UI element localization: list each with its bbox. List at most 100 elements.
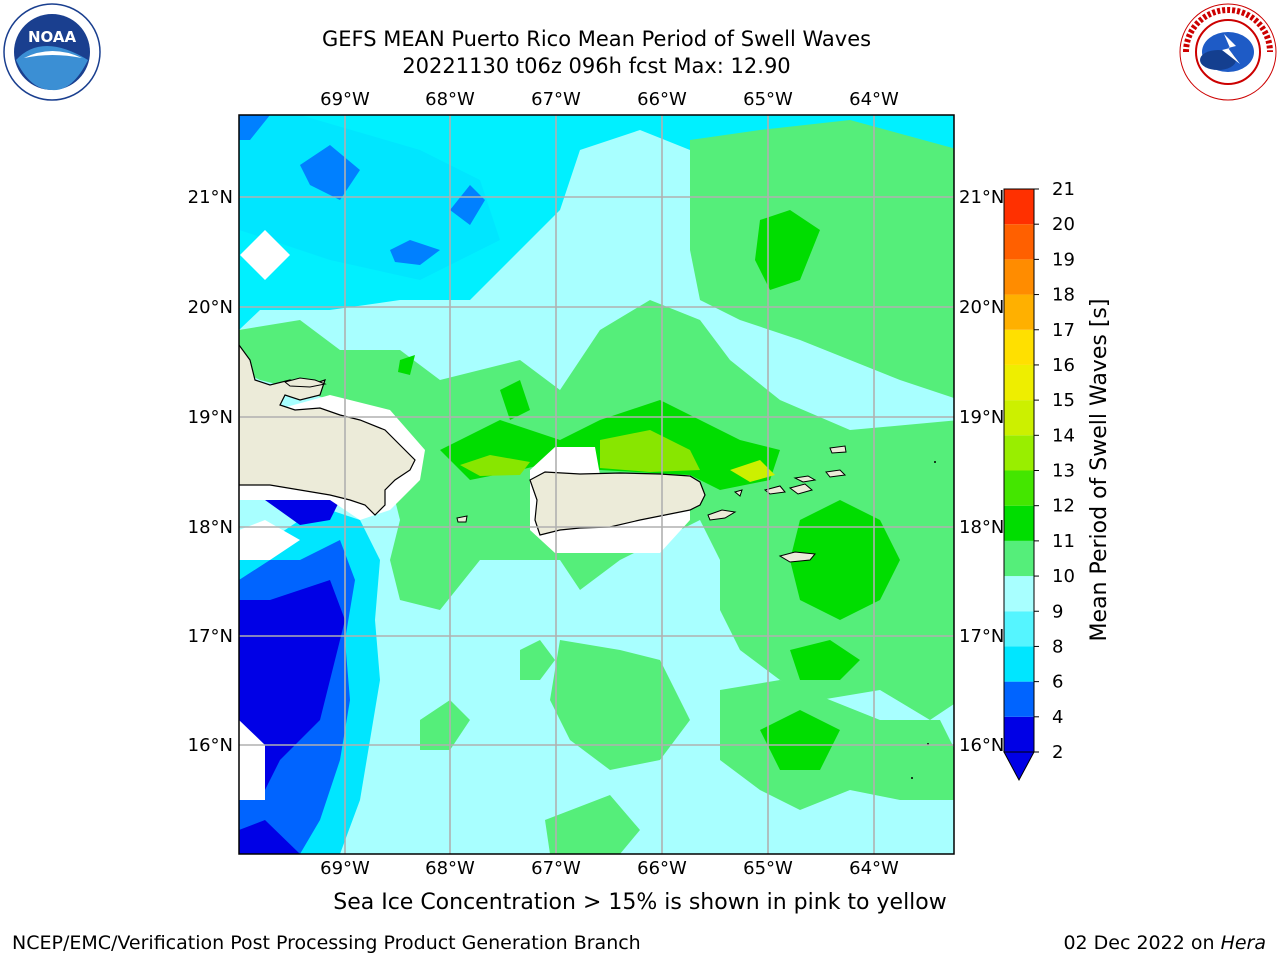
colorbar-segment	[1004, 400, 1034, 436]
culebra-island	[733, 489, 743, 497]
sea-ice-note: Sea Ice Concentration > 15% is shown in …	[333, 890, 947, 915]
lat-labels-right: 21°N 20°N 19°N 18°N 17°N 16°N	[959, 187, 1004, 756]
noaa-logo-text: NOAA	[28, 28, 77, 46]
colorbar-tick-label: 20	[1052, 214, 1075, 235]
field-green-patch-a	[520, 640, 555, 680]
map-frame	[238, 114, 955, 855]
colorbar-segment	[1004, 540, 1034, 577]
lat-label-right: 16°N	[959, 735, 1004, 756]
colorbar-segment	[1004, 294, 1034, 330]
lon-label-top: 65°W	[743, 89, 793, 110]
noaa-logo-gull	[16, 46, 88, 91]
lat-label-left: 17°N	[188, 626, 233, 647]
colorbar-extend-arrow	[1003, 751, 1035, 782]
colorbar-segment	[1004, 189, 1034, 225]
field-green10-patch-6	[398, 355, 415, 375]
field-yellowgreen-patch-1	[460, 455, 530, 476]
lon-label-bottom: 68°W	[425, 858, 475, 879]
vieques-island	[707, 509, 737, 521]
lat-labels-left: 21°N 20°N 19°N 18°N 17°N 16°N	[188, 187, 233, 756]
colorbar-segment	[1004, 259, 1034, 295]
colorbar-segment	[1004, 716, 1034, 752]
anegada-island	[829, 445, 847, 454]
lon-label-bottom: 65°W	[743, 858, 793, 879]
islet-2	[911, 777, 913, 779]
colorbar-tick-label: 4	[1052, 707, 1063, 728]
colorbar-tick-label: 19	[1052, 249, 1075, 270]
lon-label-bottom: 67°W	[531, 858, 581, 879]
field-green10-patch-5	[500, 380, 530, 420]
colorbar-tick-label: 6	[1052, 672, 1063, 693]
colorbar-label: Mean Period of Swell Waves [s]	[1087, 299, 1112, 642]
lon-label-top: 67°W	[531, 89, 581, 110]
colorbar	[1003, 188, 1035, 782]
lat-label-left: 21°N	[188, 187, 233, 208]
field-darkblue-strip	[265, 500, 340, 525]
field-darkblue-corner	[239, 820, 300, 854]
nws-logo-cloud-shadow	[1200, 50, 1236, 70]
colorbar-segment	[1004, 224, 1034, 260]
tortuga-island	[283, 377, 327, 388]
chart-subtitle: 20221130 t06z 096h fcst Max: 12.90	[402, 54, 791, 78]
field-blue-patch-4	[239, 115, 270, 140]
lon-label-bottom: 66°W	[637, 858, 687, 879]
field-yellow-patch	[730, 460, 775, 482]
lon-label-bottom: 64°W	[849, 858, 899, 879]
colorbar-tick-label: 18	[1052, 285, 1075, 306]
colorbar-tick-label: 15	[1052, 390, 1075, 411]
map-gridlines	[239, 115, 954, 854]
field-green10-patch-1	[755, 210, 820, 290]
colorbar-tick-label: 9	[1052, 601, 1063, 622]
lat-label-left: 16°N	[188, 735, 233, 756]
noaa-logo: NOAA	[3, 3, 101, 101]
st-croix-island	[778, 551, 816, 563]
lon-label-top: 66°W	[637, 89, 687, 110]
lat-label-left: 19°N	[188, 407, 233, 428]
colorbar-segment	[1004, 435, 1034, 471]
colorbar-segment	[1004, 329, 1034, 365]
swell-period-field	[239, 115, 954, 854]
colorbar-segment	[1004, 576, 1034, 612]
virgin-gorda-island	[825, 469, 847, 478]
lat-label-right: 17°N	[959, 626, 1004, 647]
colorbar-segment	[1004, 681, 1034, 717]
colorbar-segment	[1004, 611, 1034, 647]
colorbar-segment	[1004, 646, 1034, 682]
footer-credit: NCEP/EMC/Verification Post Processing Pr…	[12, 932, 641, 954]
lon-label-top: 64°W	[849, 89, 899, 110]
colorbar-segment	[1004, 505, 1034, 541]
colorbar-tick-label: 12	[1052, 496, 1075, 517]
lon-labels-bottom: 69°W 68°W 67°W 66°W 65°W 64°W	[320, 858, 899, 879]
colorbar-tick-labels: 2 4 6 8 9 10 11 12 13 14 15 16 17 18 19 20 21	[1034, 179, 1075, 763]
colorbar-tick-label: 17	[1052, 320, 1075, 341]
lat-label-right: 18°N	[959, 517, 1004, 538]
colorbar-tick-label: 14	[1052, 425, 1075, 446]
nws-logo	[1179, 3, 1277, 101]
footer-date: 02 Dec 2022 on Hera	[1063, 932, 1266, 954]
colorbar-tick-label: 16	[1052, 355, 1075, 376]
field-green-patch-b	[420, 700, 470, 750]
colorbar-tick-label: 8	[1052, 636, 1063, 657]
lat-label-right: 21°N	[959, 187, 1004, 208]
field-green-south	[550, 640, 690, 770]
tortola-island	[793, 475, 817, 483]
colorbar-tick-label: 11	[1052, 531, 1075, 552]
field-blue-patch-2	[390, 240, 440, 265]
field-missing-west	[239, 520, 300, 560]
field-green-patch-c	[545, 795, 640, 854]
colorbar-tick-label: 13	[1052, 461, 1075, 482]
lon-labels-top: 69°W 68°W 67°W 66°W 65°W 64°W	[320, 89, 899, 110]
colorbar-tick-label: 21	[1052, 179, 1075, 200]
islet-1	[934, 461, 936, 463]
lat-label-right: 20°N	[959, 297, 1004, 318]
colorbar-segment	[1004, 470, 1034, 506]
field-yellowgreen-patch-2	[600, 430, 700, 472]
field-green10-patch-3	[790, 640, 860, 680]
noaa-logo-wing	[24, 51, 82, 58]
colorbar-segment	[1004, 364, 1034, 401]
chart-title: GEFS MEAN Puerto Rico Mean Period of Swe…	[321, 27, 872, 51]
lat-label-left: 20°N	[188, 297, 233, 318]
nws-logo-lettering	[1183, 7, 1273, 53]
field-missing-southwest	[239, 720, 265, 800]
